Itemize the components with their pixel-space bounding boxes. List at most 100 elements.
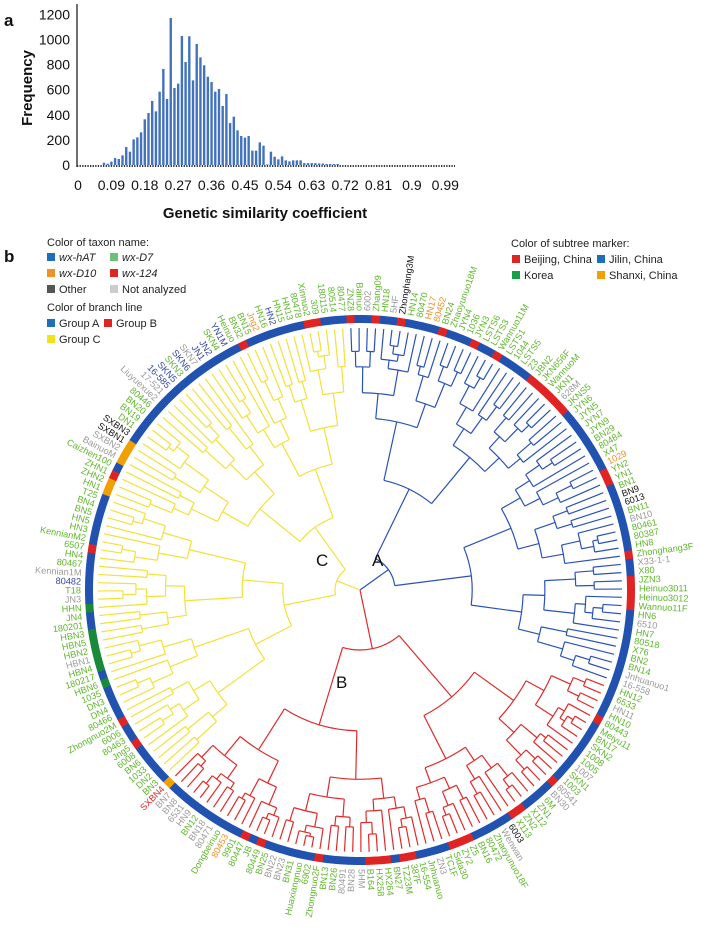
branch-line bbox=[149, 503, 172, 514]
taxon-label: 6002 bbox=[362, 291, 373, 312]
legend-swatch-wx-d10 bbox=[47, 269, 55, 277]
branch-line bbox=[217, 658, 265, 694]
branch-line bbox=[424, 797, 430, 813]
branch-line bbox=[342, 799, 345, 817]
branch-line bbox=[488, 436, 501, 449]
branch-line bbox=[455, 406, 467, 425]
histogram-bar bbox=[280, 156, 284, 165]
subtree-marker bbox=[139, 418, 152, 431]
branch-arc bbox=[543, 580, 546, 611]
subtree-marker bbox=[476, 342, 489, 354]
branch-line bbox=[441, 791, 449, 806]
branch-arc bbox=[375, 557, 396, 586]
branch-line bbox=[554, 448, 582, 467]
subtree-marker bbox=[406, 851, 417, 861]
subtree-marker bbox=[544, 391, 557, 404]
branch-line bbox=[565, 492, 604, 509]
branch-arc bbox=[565, 628, 569, 636]
branch-line bbox=[551, 675, 571, 685]
histogram-bar bbox=[266, 164, 269, 165]
subtree-marker bbox=[621, 634, 632, 646]
subtree-marker bbox=[540, 780, 553, 793]
taxon-label: JB bbox=[241, 844, 254, 858]
branch-line bbox=[477, 372, 508, 415]
subtree-marker bbox=[303, 319, 314, 329]
branch-line bbox=[515, 480, 530, 491]
y-tick-label: 400 bbox=[47, 107, 71, 123]
subtree-marker bbox=[296, 849, 308, 860]
branch-line bbox=[593, 606, 603, 609]
branch-line bbox=[248, 801, 262, 828]
histogram-bar bbox=[332, 163, 336, 165]
branch-legend-title: Color of branch line bbox=[47, 302, 142, 314]
branch-line bbox=[118, 486, 152, 502]
branch-arc bbox=[209, 680, 228, 705]
subtree-marker bbox=[595, 460, 607, 472]
branch-line bbox=[285, 338, 300, 383]
subtree-marker bbox=[599, 467, 611, 480]
x-axis-title: Genetic similarity coefficient bbox=[163, 205, 367, 222]
branch-line bbox=[567, 690, 579, 697]
branch-line bbox=[556, 523, 573, 530]
branch-line bbox=[405, 826, 411, 848]
branch-line bbox=[326, 776, 331, 798]
branch-line bbox=[540, 733, 547, 739]
branch-line bbox=[334, 816, 337, 826]
subtree-marker bbox=[155, 399, 168, 412]
legend-label: Other bbox=[59, 284, 87, 296]
histogram-bar bbox=[232, 116, 236, 165]
histogram-bar bbox=[139, 132, 143, 165]
histogram-bar bbox=[180, 36, 184, 166]
subtree-marker bbox=[187, 370, 200, 383]
branch-arc bbox=[560, 544, 566, 564]
histogram-bar bbox=[317, 163, 321, 165]
branch-line bbox=[414, 800, 427, 844]
legend-swatch-jilin-china bbox=[597, 255, 605, 263]
taxon-label: X76 bbox=[632, 644, 650, 657]
subtree-marker bbox=[587, 445, 599, 458]
branch-line bbox=[583, 685, 602, 694]
branch-line bbox=[193, 680, 211, 692]
taxon-label: HN7 bbox=[635, 627, 655, 640]
histogram-bar bbox=[106, 163, 109, 165]
branch-line bbox=[366, 328, 368, 352]
branch-arc bbox=[528, 439, 535, 446]
histogram-bar bbox=[202, 65, 206, 165]
branch-line bbox=[505, 739, 522, 756]
branch-arc bbox=[246, 464, 264, 481]
branch-line bbox=[441, 816, 451, 837]
histogram-bar bbox=[151, 100, 154, 165]
branch-line bbox=[585, 595, 622, 598]
subtree-marker bbox=[288, 847, 299, 858]
branch-arc bbox=[398, 825, 407, 829]
branch-line bbox=[101, 624, 142, 633]
branch-arc bbox=[582, 678, 587, 687]
branch-line bbox=[180, 763, 199, 783]
taxon-label: 80518 bbox=[633, 636, 660, 651]
subtree-marker bbox=[237, 339, 250, 351]
branch-line bbox=[533, 455, 586, 488]
histogram-bar bbox=[225, 94, 228, 165]
taxon-label: JN3 bbox=[65, 594, 82, 605]
histogram-bar bbox=[247, 135, 250, 165]
branch-line bbox=[561, 725, 578, 738]
subtree-marker bbox=[120, 446, 132, 459]
subtree-marker bbox=[371, 315, 381, 324]
histogram-bar bbox=[251, 150, 254, 165]
branch-line bbox=[473, 671, 515, 701]
subtree-marker bbox=[453, 332, 465, 344]
histogram-bar bbox=[158, 91, 161, 165]
legend-swatch-wx-hat bbox=[47, 253, 55, 261]
branch-line bbox=[245, 415, 259, 434]
branch-line bbox=[281, 443, 300, 477]
subtree-marker bbox=[180, 375, 193, 388]
branch-line bbox=[314, 813, 318, 828]
branch-line bbox=[526, 766, 541, 781]
branch-arc bbox=[387, 368, 409, 373]
branch-line bbox=[528, 415, 557, 441]
branch-line bbox=[174, 753, 199, 777]
circular-dendrogram: ZNZ8Bainuo6002Zhang09HN185HFZhonghang3MH… bbox=[35, 255, 695, 918]
branch-line bbox=[314, 526, 346, 571]
branch-line bbox=[193, 780, 204, 793]
branch-line bbox=[532, 760, 547, 776]
